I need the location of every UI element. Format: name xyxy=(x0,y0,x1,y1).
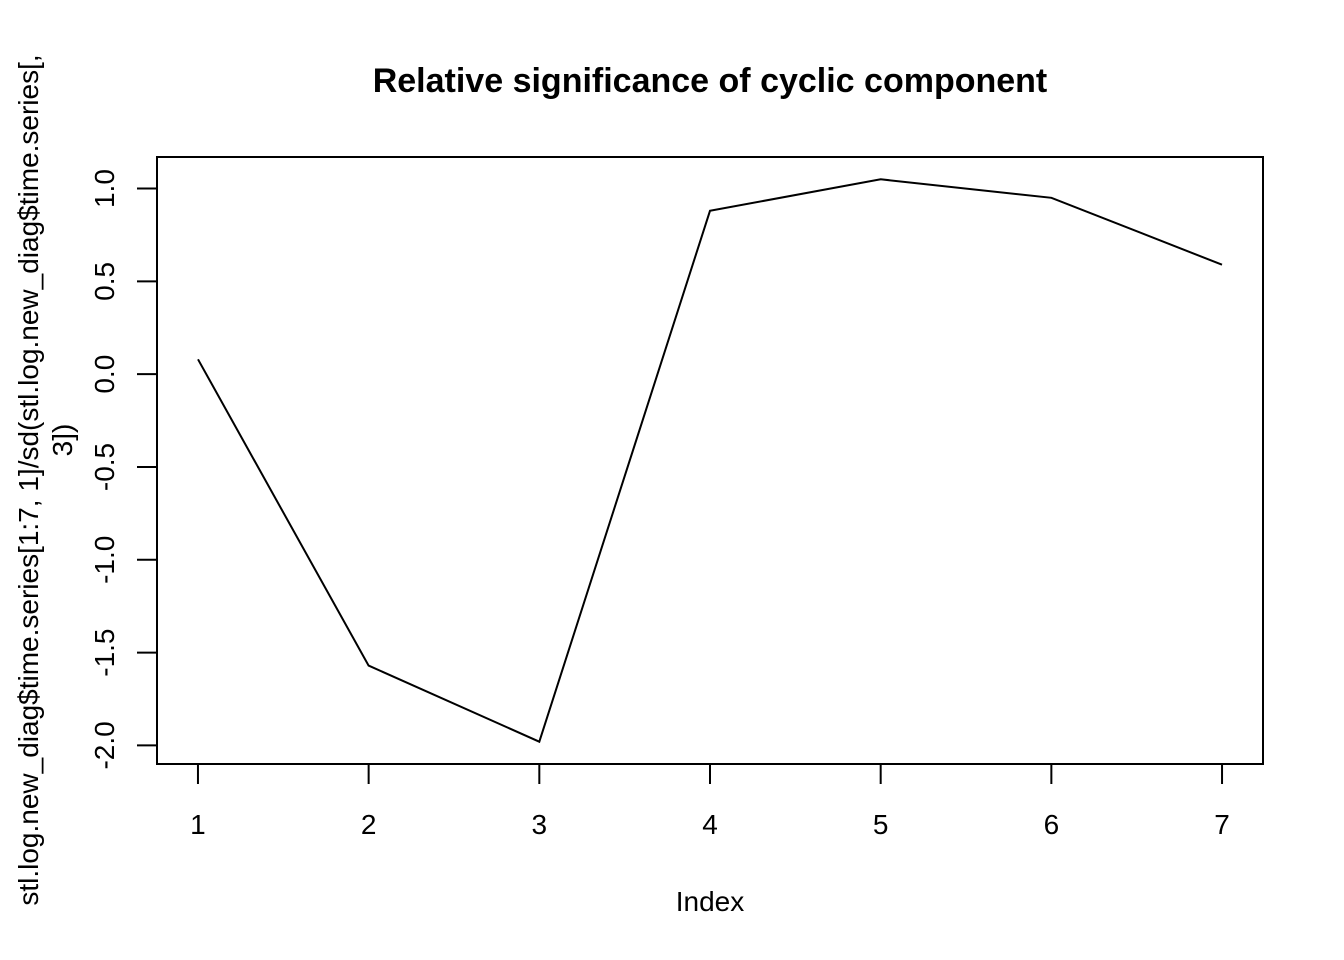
x-tick-label: 1 xyxy=(190,809,206,840)
y-tick-label: 0.5 xyxy=(89,262,120,301)
x-tick-label: 7 xyxy=(1214,809,1230,840)
x-tick-label: 3 xyxy=(532,809,548,840)
y-axis-label-line-1: stl.log.new_diag$time.series[1:7, 1]/sd(… xyxy=(13,54,44,905)
x-tick-label: 2 xyxy=(361,809,377,840)
series-line xyxy=(197,178,1223,744)
y-tick-label: 0.0 xyxy=(89,355,120,394)
chart-title: Relative significance of cyclic componen… xyxy=(373,62,1048,100)
x-axis-label: Index xyxy=(676,886,745,917)
plot-frame xyxy=(156,156,1264,765)
y-axis-label-line-2: 3]) xyxy=(47,424,78,457)
y-tick-label: -2.0 xyxy=(89,721,120,769)
y-tick-label: 1.0 xyxy=(89,169,120,208)
y-tick-label: -1.0 xyxy=(89,536,120,584)
x-tick-label: 6 xyxy=(1044,809,1060,840)
x-tick-label: 5 xyxy=(873,809,889,840)
y-axis: -2.0 -1.5 -1.0 -0.5 0.0 0.5 1.0 xyxy=(89,169,158,770)
x-axis: 1 2 3 4 5 6 7 xyxy=(190,763,1230,840)
y-tick-label: -1.5 xyxy=(89,628,120,676)
x-tick-label: 4 xyxy=(702,809,718,840)
y-tick-label: -0.5 xyxy=(89,443,120,491)
